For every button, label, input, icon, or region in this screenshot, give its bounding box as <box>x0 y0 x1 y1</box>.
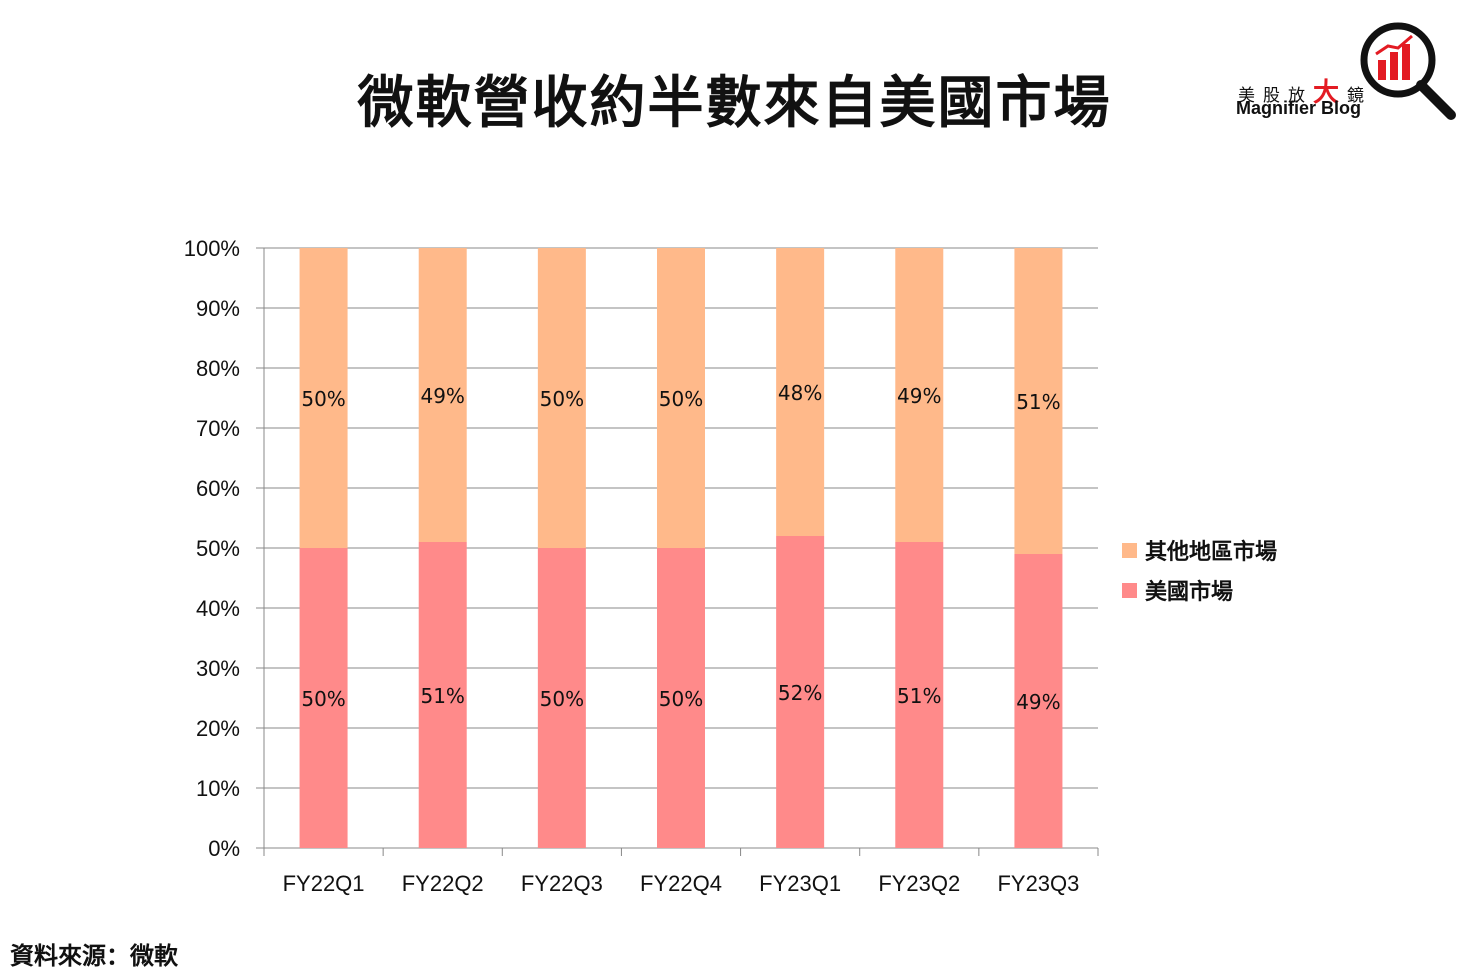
data-label: 50% <box>540 387 584 411</box>
bar-segment <box>776 248 825 536</box>
data-label: 49% <box>420 384 464 408</box>
y-tick-label: 90% <box>196 296 240 321</box>
legend-swatch-us <box>1122 582 1137 598</box>
bar-segment <box>895 248 944 542</box>
data-label: 50% <box>301 387 345 411</box>
legend: 其他地區市場 美國市場 <box>1122 530 1277 610</box>
y-tick-label: 50% <box>196 536 240 561</box>
logo-en-text: Magnifier Blog <box>1236 98 1361 118</box>
y-tick-label: 10% <box>196 776 240 801</box>
bar-segment <box>299 548 348 848</box>
x-tick-label: FY23Q3 <box>997 871 1079 896</box>
data-label: 49% <box>897 384 941 408</box>
bar-segment <box>895 542 944 848</box>
logo-cn-text: 美股放大鏡 <box>1238 72 1372 109</box>
y-tick-label: 30% <box>196 656 240 681</box>
legend-item-other: 其他地區市場 <box>1122 530 1277 570</box>
bar-segment <box>776 536 825 848</box>
data-label: 51% <box>1016 390 1060 414</box>
y-tick-label: 0% <box>208 836 240 861</box>
x-tick-label: FY23Q1 <box>759 871 841 896</box>
x-tick-label: FY22Q1 <box>283 871 365 896</box>
x-tick-label: FY22Q3 <box>521 871 603 896</box>
x-tick-label: FY22Q2 <box>402 871 484 896</box>
magnifier-bar-chart-icon <box>1360 22 1456 120</box>
data-label: 50% <box>659 387 703 411</box>
data-label: 51% <box>420 684 464 708</box>
x-tick-label: FY22Q4 <box>640 871 722 896</box>
logo-cn-suffix: 鏡 <box>1347 86 1373 106</box>
data-label: 50% <box>659 687 703 711</box>
logo: 美股放大鏡 Magnifier Blog <box>1230 20 1460 130</box>
bar-segment <box>418 248 467 542</box>
data-label: 51% <box>897 684 941 708</box>
y-tick-label: 70% <box>196 416 240 441</box>
bar-segment <box>537 548 586 848</box>
source-note: 資料來源：微軟 <box>10 942 178 970</box>
data-label: 50% <box>540 687 584 711</box>
legend-swatch-other <box>1122 542 1137 558</box>
y-tick-label: 20% <box>196 716 240 741</box>
logo-cn-big: 大 <box>1313 78 1348 108</box>
bar-segment <box>537 248 586 548</box>
y-tick-label: 40% <box>196 596 240 621</box>
bar-segment <box>1014 248 1063 554</box>
data-label: 48% <box>778 381 822 405</box>
legend-item-us: 美國市場 <box>1122 570 1277 610</box>
bar-segment <box>657 548 705 848</box>
y-tick-label: 60% <box>196 476 240 501</box>
data-label: 50% <box>301 687 345 711</box>
bar-segment <box>418 542 467 848</box>
chart-title: 微軟營收約半數來自美國市場 <box>357 71 1112 136</box>
bar-segment <box>1014 554 1063 848</box>
y-tick-label: 100% <box>184 236 240 261</box>
data-label: 49% <box>1016 690 1060 714</box>
data-label: 52% <box>778 681 822 705</box>
stacked-bar-chart: 0% 10% 20% 30% 40% 50% 60% 70% 80% 90% 100% 50% 50% F… <box>184 236 1099 896</box>
y-tick-label: 80% <box>196 356 240 381</box>
legend-label-other: 其他地區市場 <box>1145 540 1278 565</box>
legend-label-us: 美國市場 <box>1145 580 1234 605</box>
bar-segment <box>657 248 705 548</box>
logo-cn-prefix: 美股放 <box>1238 86 1313 106</box>
bar-segment <box>299 248 348 548</box>
x-tick-label: FY23Q2 <box>878 871 960 896</box>
